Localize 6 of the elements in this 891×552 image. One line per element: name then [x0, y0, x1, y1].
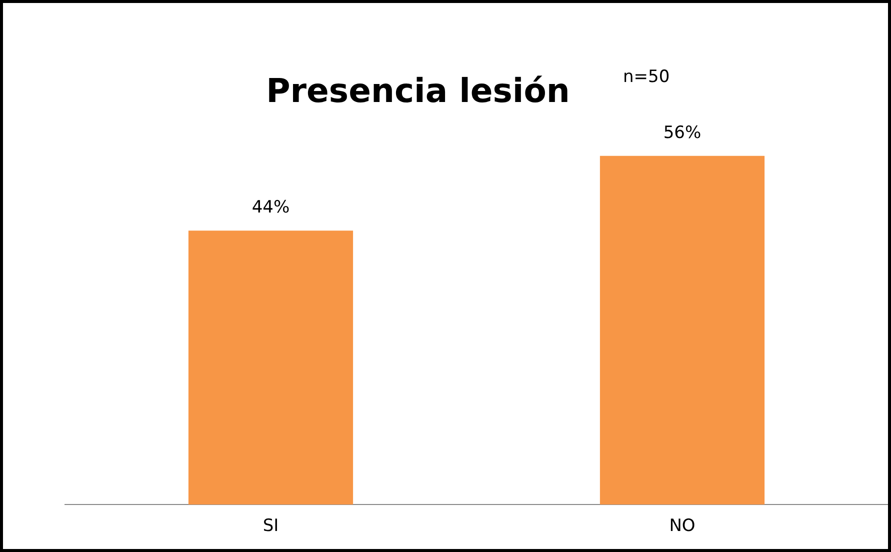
chart-title: Presencia lesión — [265, 71, 571, 110]
x-tick-label: SI — [262, 516, 279, 536]
data-label: 56% — [663, 122, 702, 143]
data-label: 44% — [252, 198, 290, 218]
x-tick-label: NO — [669, 516, 696, 536]
text: n=50 — [623, 67, 670, 87]
